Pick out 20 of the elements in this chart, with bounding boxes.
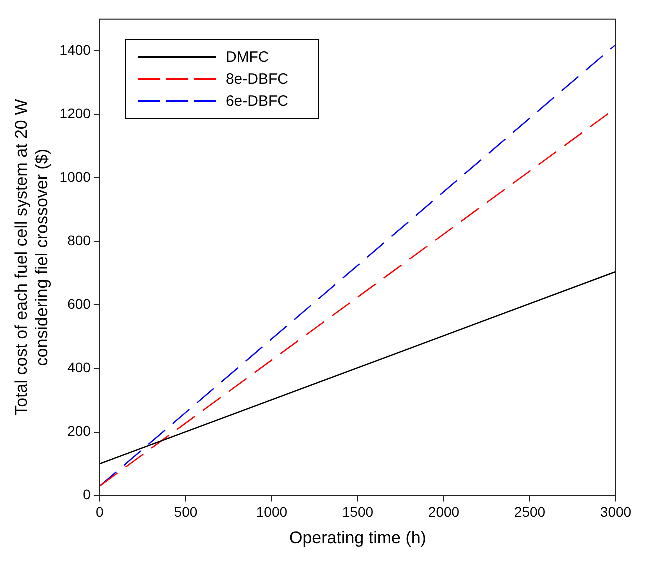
x-tick-label: 2500 — [514, 504, 546, 520]
y-axis-title: Total cost of each fuel cell system at 20 W considering fiel crossover ($) — [12, 99, 52, 416]
y-tick-label: 200 — [68, 423, 92, 440]
y-tick-label: 400 — [68, 360, 92, 376]
x-tick-label: 500 — [174, 504, 198, 520]
y-tick-label: 1000 — [60, 169, 92, 186]
y-tick-label: 600 — [68, 296, 92, 312]
y-tick-label: 0 — [83, 486, 92, 503]
y-tick-label: 1400 — [60, 42, 92, 58]
legend-label: 8e-DBFC — [226, 70, 288, 88]
x-tick-label: 1000 — [256, 504, 288, 520]
x-tick-label: 2000 — [428, 504, 460, 520]
x-tick-label: 0 — [96, 504, 104, 520]
y-tick-label: 1200 — [60, 106, 92, 122]
legend-label: DMFC — [226, 48, 270, 66]
y-tick-label: 800 — [68, 232, 92, 249]
x-tick-label: 1500 — [342, 504, 374, 520]
legend-label: 6e-DBFC — [226, 92, 288, 110]
x-tick-label: 3000 — [600, 504, 632, 520]
x-axis-title: Operating time (h) — [289, 528, 426, 548]
